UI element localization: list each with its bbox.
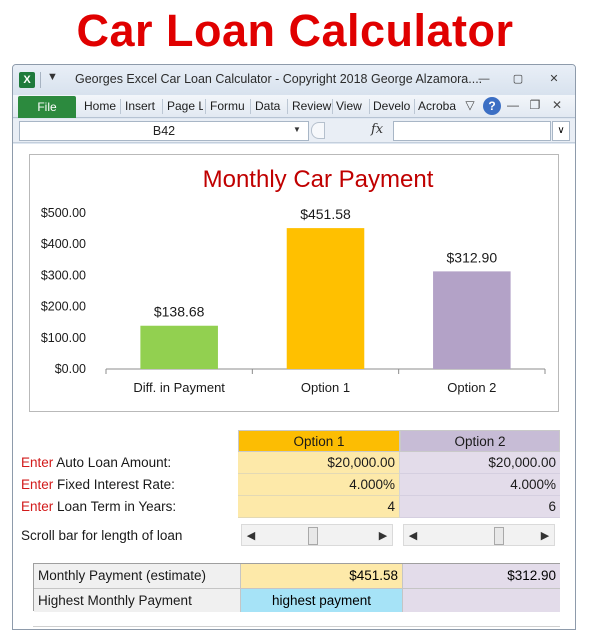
option2-loan-amount-cell[interactable]: $20,000.00 [400, 452, 560, 474]
bar-3 [433, 271, 511, 369]
insert-function-icon[interactable]: fx [371, 122, 384, 137]
option2-term-scrollbar[interactable]: ◀ ▶ [403, 524, 555, 546]
name-box[interactable]: B42 [19, 121, 309, 141]
option1-monthly-payment[interactable]: $451.58 [241, 564, 402, 588]
tab-divider [287, 99, 288, 114]
restore-button[interactable]: ▢ [512, 73, 524, 85]
enter-keyword: Enter [21, 499, 54, 514]
help-icon[interactable]: ? [483, 97, 501, 115]
workbook-restore-icon[interactable]: ❐ [529, 98, 541, 112]
window-title: Georges Excel Car Loan Calculator - Copy… [75, 72, 483, 86]
category-label: Diff. in Payment [133, 380, 225, 395]
scroll-right-icon[interactable]: ▶ [540, 530, 550, 542]
tab-developer[interactable]: Develo [373, 99, 411, 113]
highest-payment-label: Highest Monthly Payment [34, 588, 241, 612]
option2-interest-rate-cell[interactable]: 4.000% [400, 474, 560, 496]
option1-highest-payment[interactable]: highest payment [241, 588, 402, 612]
data-label: $138.68 [154, 304, 205, 320]
data-label: $451.58 [300, 206, 351, 222]
tab-divider [162, 99, 163, 114]
scroll-bar-label: Scroll bar for length of loan [21, 528, 183, 543]
formula-bar: B42 ▼ fx ∨ [13, 119, 575, 143]
tab-insert[interactable]: Insert [125, 99, 156, 113]
row-label-text: Auto Loan Amount: [53, 455, 172, 470]
tab-view[interactable]: View [336, 99, 362, 113]
option1-term-scrollbar[interactable]: ◀ ▶ [241, 524, 393, 546]
tab-divider [205, 99, 206, 114]
worksheet: Monthly Car Payment $0.00 $100.00 $200.00 $… [13, 144, 575, 629]
results-table: Monthly Payment (estimate) $451.58 $312.… [33, 563, 560, 612]
tab-formulas[interactable]: Formu [210, 99, 245, 113]
y-tick-label: $200.00 [41, 300, 86, 314]
workbook-minimize-icon[interactable]: — [507, 98, 519, 112]
scroll-left-icon[interactable]: ◀ [408, 530, 418, 542]
enter-keyword: Enter [21, 455, 54, 470]
y-tick-label: $100.00 [41, 331, 86, 345]
tab-divider [332, 99, 333, 114]
y-tick-label: $300.00 [41, 268, 86, 282]
name-box-dropdown-icon[interactable]: ▼ [293, 125, 301, 134]
option2-loan-term-cell[interactable]: 6 [400, 496, 560, 518]
scroll-left-icon[interactable]: ◀ [246, 530, 256, 542]
monthly-payment-label: Monthly Payment (estimate) [34, 564, 241, 588]
tab-home[interactable]: Home [84, 99, 117, 113]
category-label: Option 2 [447, 380, 496, 395]
formula-bar-grip [311, 122, 325, 139]
tab-divider [414, 99, 415, 114]
quick-access-divider [40, 72, 41, 88]
tab-divider [120, 99, 121, 114]
banner-title: Car Loan Calculator [76, 5, 514, 56]
excel-window: X ▼ Georges Excel Car Loan Calculator - … [12, 64, 576, 630]
excel-icon[interactable]: X [19, 72, 35, 88]
bar-2 [286, 228, 365, 369]
chart-area[interactable]: Monthly Car Payment $0.00 $100.00 $200.00 $… [29, 154, 559, 412]
scroll-thumb[interactable] [308, 527, 318, 545]
option1-loan-term-cell[interactable]: 4 [238, 496, 400, 518]
sheet-divider [33, 626, 560, 627]
scroll-right-icon[interactable]: ▶ [378, 530, 388, 542]
tab-divider [369, 99, 370, 114]
option1-interest-rate-cell[interactable]: 4.000% [238, 474, 400, 496]
scroll-thumb[interactable] [494, 527, 504, 545]
ribbon-tabs: File Home Insert Page L Formu Data Revie… [13, 95, 575, 118]
tab-page-layout[interactable]: Page L [167, 99, 203, 113]
bar-chart: Monthly Car Payment $0.00 $100.00 $200.00 $… [41, 166, 546, 395]
y-tick-label: $500.00 [41, 206, 86, 220]
y-tick-label: $400.00 [41, 237, 86, 251]
data-label: $312.90 [447, 249, 498, 265]
option2-monthly-payment[interactable]: $312.90 [402, 564, 560, 588]
workbook-close-icon[interactable]: ✕ [551, 98, 563, 112]
tab-acrobat[interactable]: Acroba [418, 99, 456, 113]
loan-term-label: Enter Loan Term in Years: [21, 496, 229, 517]
row-label-text: Fixed Interest Rate: [53, 477, 175, 492]
ribbon-collapse-icon[interactable]: ▽ [465, 98, 475, 112]
chart-title: Monthly Car Payment [203, 166, 434, 193]
tab-divider [250, 99, 251, 114]
title-bar: X ▼ Georges Excel Car Loan Calculator - … [13, 65, 575, 95]
y-tick-label: $0.00 [55, 362, 86, 376]
interest-rate-label: Enter Fixed Interest Rate: [21, 474, 229, 495]
tab-review[interactable]: Review [292, 99, 332, 113]
option1-header: Option 1 [238, 430, 400, 452]
loan-amount-label: Enter Auto Loan Amount: [21, 452, 229, 473]
formula-expand-icon[interactable]: ∨ [552, 121, 570, 141]
minimize-button[interactable]: — [478, 73, 490, 85]
bar-1 [140, 325, 218, 369]
tab-file[interactable]: File [18, 96, 76, 118]
option1-loan-amount-cell[interactable]: $20,000.00 [238, 452, 400, 474]
enter-keyword: Enter [21, 477, 54, 492]
category-label: Option 1 [301, 380, 350, 395]
option2-highest-payment[interactable] [402, 588, 560, 612]
close-button[interactable]: ✕ [549, 73, 559, 85]
tab-data[interactable]: Data [255, 99, 281, 113]
option2-header: Option 2 [400, 430, 560, 452]
row-label-text: Loan Term in Years: [53, 499, 177, 514]
quick-access-dropdown-icon[interactable]: ▼ [47, 71, 58, 83]
formula-input[interactable] [393, 121, 551, 141]
